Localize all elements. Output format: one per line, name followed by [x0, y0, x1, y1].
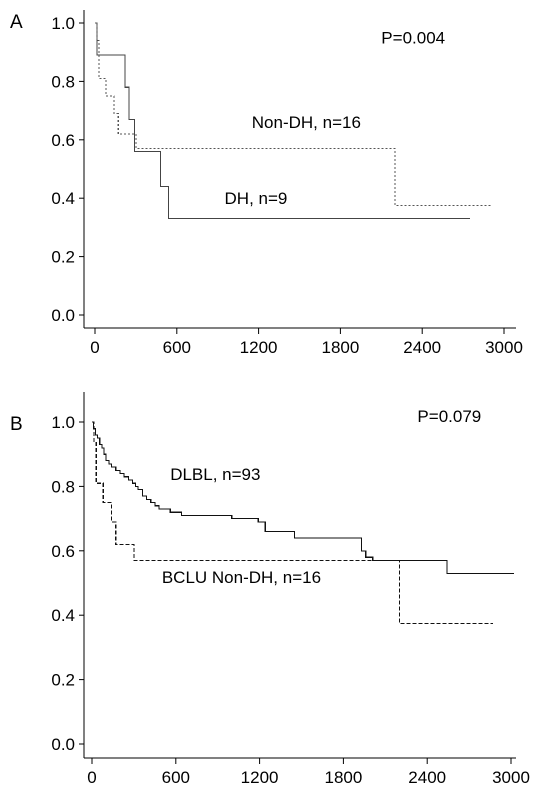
panel-b-survival-chart: B 0.0 0.2 0.4 0.6 0.8 1.0 0 600 1200 1800 2400 3000 P… [10, 392, 530, 787]
panel-a-annotation-2: Non-DH, n=16 [252, 113, 361, 132]
panel-a-letter: A [10, 12, 23, 33]
panel-b-annotation-1: P=0.079 [417, 407, 481, 426]
panel-a-y-tick-label: 0.6 [51, 131, 75, 150]
panel-a-survival-chart: A 0.0 0.2 0.4 0.6 0.8 1.0 0 600 1200 1800 2400 3000 P… [10, 10, 523, 357]
panel-a-x-tick-label: 600 [163, 338, 191, 357]
panel-b-x-tick-label: 2400 [408, 768, 446, 787]
panel-a-y-tick-label: 0.0 [51, 306, 75, 325]
panel-a-x-tick-label: 3000 [485, 338, 523, 357]
panel-a-x-tick-label: 1800 [321, 338, 359, 357]
panel-b-y-tick-label: 1.0 [51, 413, 75, 432]
panel-b-km-curve-1 [92, 421, 514, 574]
panel-a-y-tick-label: 0.4 [51, 189, 75, 208]
panel-a-y-tick-label: 1.0 [51, 14, 75, 33]
panel-b-y-tick-label: 0.0 [51, 735, 75, 754]
panel-b-x-tick-label: 1800 [324, 768, 362, 787]
panel-b-y-tick-label: 0.4 [51, 606, 75, 625]
panel-b-y-tick-label: 0.2 [51, 671, 75, 690]
panel-a-x-tick-label: 2400 [403, 338, 441, 357]
panel-a-km-curve-1 [95, 22, 470, 220]
panel-a-x-tick-label: 1200 [240, 338, 278, 357]
panel-a-y-tick-label: 0.2 [51, 248, 75, 267]
panel-a-x-tick-label: 0 [90, 338, 99, 357]
panel-b-annotation-3: BCLU Non-DH, n=16 [162, 568, 321, 587]
panel-a-y-tick-label: 0.8 [51, 72, 75, 91]
panel-b-km-curve-2 [92, 421, 493, 624]
panel-a-km-curve-2 [95, 22, 491, 207]
panel-b-x-tick-label: 3000 [492, 768, 530, 787]
panel-b-x-tick-label: 600 [162, 768, 190, 787]
panel-b-annotation-2: DLBL, n=93 [170, 465, 260, 484]
panel-b-y-tick-label: 0.8 [51, 477, 75, 496]
panel-a-annotation-3: DH, n=9 [225, 189, 288, 208]
panel-a-annotation-1: P=0.004 [381, 28, 445, 47]
panel-b-y-tick-label: 0.6 [51, 542, 75, 561]
panel-b-x-tick-label: 0 [87, 768, 96, 787]
panel-b-letter: B [10, 414, 23, 435]
panel-b-x-tick-label: 1200 [241, 768, 279, 787]
